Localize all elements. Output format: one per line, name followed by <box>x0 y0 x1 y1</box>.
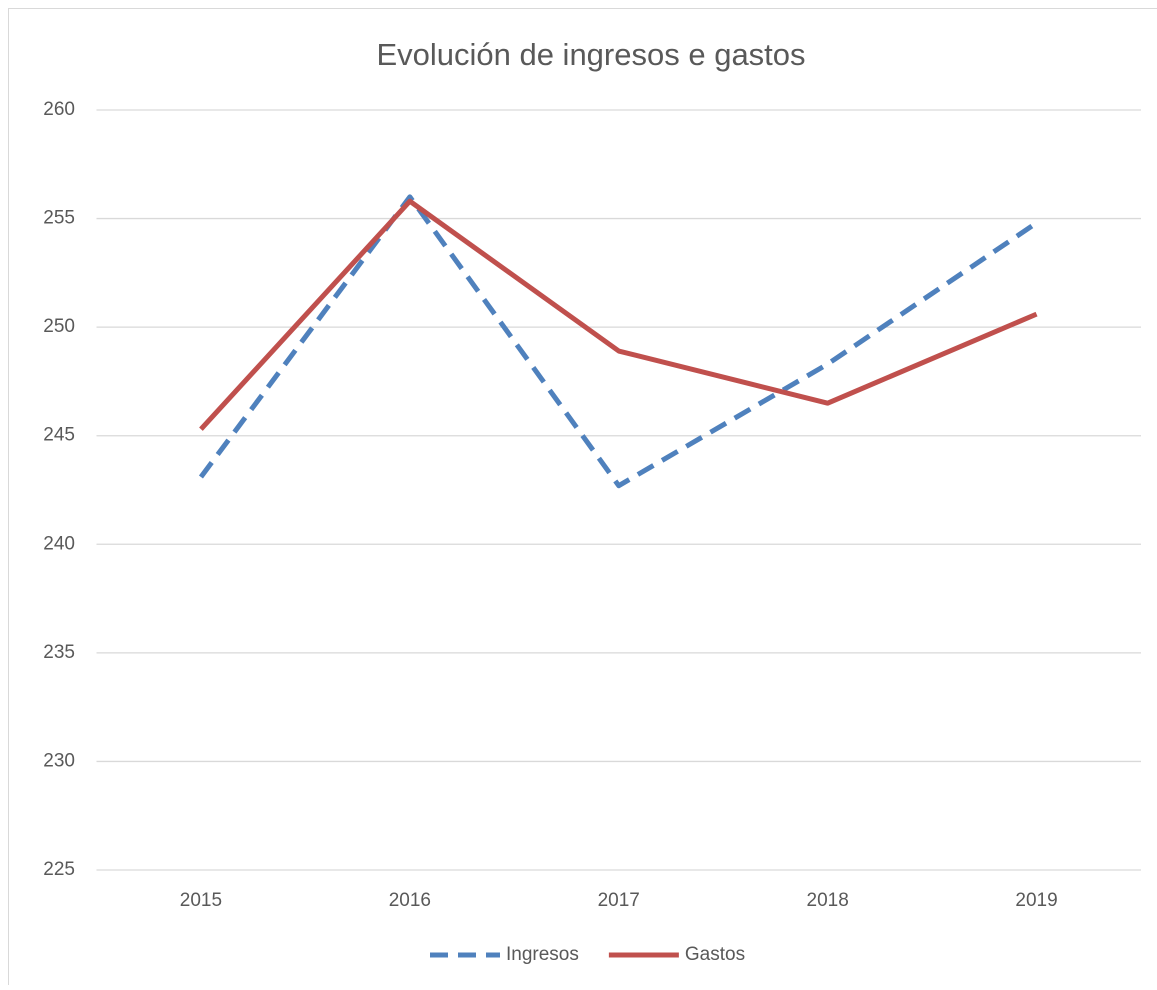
series-line <box>201 197 1037 486</box>
series-line <box>201 201 1037 429</box>
chart-frame <box>9 9 1157 986</box>
y-tick-label: 240 <box>43 533 75 554</box>
x-tick-label: 2019 <box>1015 890 1057 911</box>
legend-label: Gastos <box>685 944 745 965</box>
x-tick-label: 2018 <box>807 890 849 911</box>
x-tick-label: 2016 <box>389 890 431 911</box>
y-tick-label: 250 <box>43 316 75 337</box>
legend-label: Ingresos <box>506 944 579 965</box>
y-tick-label: 225 <box>43 859 75 880</box>
x-tick-label: 2017 <box>598 890 640 911</box>
chart-title: Evolución de ingresos e gastos <box>376 37 805 72</box>
y-tick-label: 260 <box>43 99 75 120</box>
y-tick-label: 230 <box>43 750 75 771</box>
y-tick-label: 235 <box>43 642 75 663</box>
x-tick-label: 2015 <box>180 890 222 911</box>
y-tick-label: 245 <box>43 425 75 446</box>
y-tick-label: 255 <box>43 208 75 229</box>
